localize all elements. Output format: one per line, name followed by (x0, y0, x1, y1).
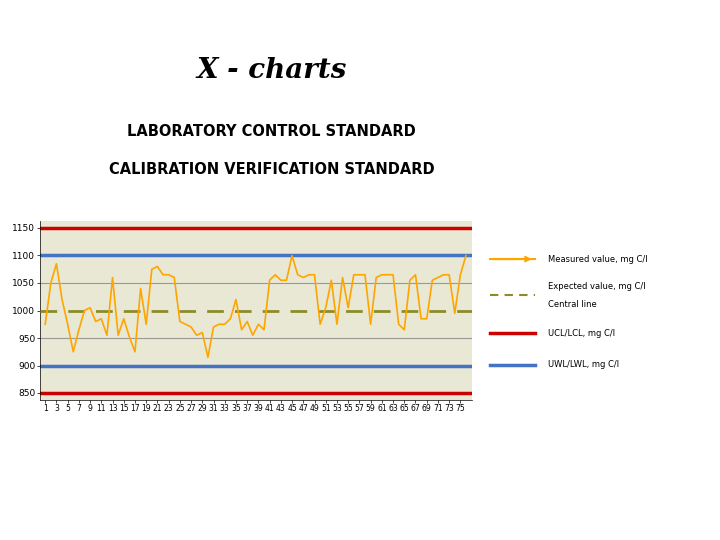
Text: X - charts: X - charts (197, 57, 347, 84)
Text: CALIBRATION VERIFICATION STANDARD: CALIBRATION VERIFICATION STANDARD (109, 161, 435, 177)
Text: UWL/LWL, mg C/l: UWL/LWL, mg C/l (548, 360, 619, 369)
Text: UCL/LCL, mg C/l: UCL/LCL, mg C/l (548, 329, 615, 338)
Text: LABORATORY CONTROL STANDARD: LABORATORY CONTROL STANDARD (127, 124, 416, 139)
Text: Expected value, mg C/l: Expected value, mg C/l (548, 282, 646, 291)
Text: Measured value, mg C/l: Measured value, mg C/l (548, 254, 647, 264)
Text: Central line: Central line (548, 300, 597, 309)
